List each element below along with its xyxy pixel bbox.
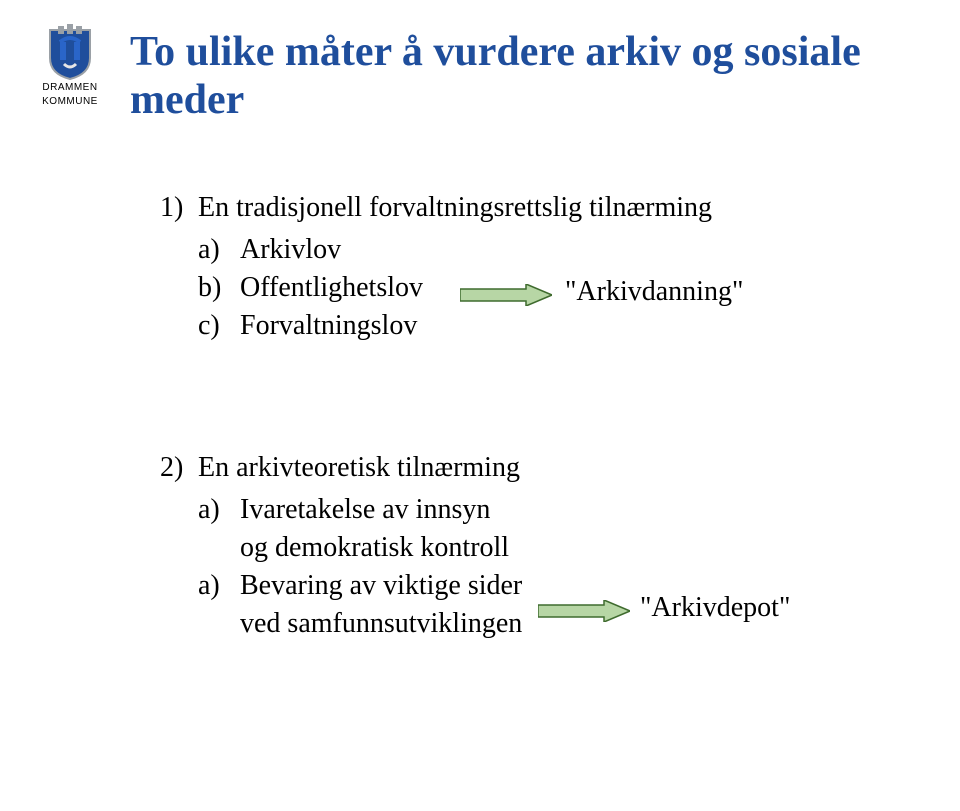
list-item: a)Bevaring av viktige sider (198, 570, 522, 602)
section-2: 2)En arkivteoretisk tilnærming a)Ivareta… (160, 452, 522, 640)
section-2-number: 2) (160, 452, 198, 484)
section-2-heading: En arkivteoretisk tilnærming (198, 452, 520, 483)
shield-icon (46, 24, 94, 80)
item-text: Ivaretakelse av innsyn (240, 494, 490, 525)
item-text: Arkivlov (240, 234, 341, 265)
item-text: Forvaltningslov (240, 310, 417, 341)
item-continuation: ved samfunnsutviklingen (240, 608, 522, 640)
logo-text-line1: DRAMMEN (34, 82, 106, 94)
logo: DRAMMEN KOMMUNE (34, 24, 106, 108)
annotation-2: "Arkivdepot" (640, 592, 790, 624)
arrow-icon (538, 600, 630, 622)
item-text: Bevaring av viktige sider (240, 570, 522, 601)
slide-title: To ulike måter å vurdere arkiv og sosial… (130, 28, 890, 125)
item-letter: b) (198, 272, 240, 304)
logo-text-line2: KOMMUNE (34, 96, 106, 108)
list-item: a)Arkivlov (198, 234, 712, 266)
list-item: c)Forvaltningslov (198, 310, 712, 342)
section-2-items: a)Ivaretakelse av innsyn og demokratisk … (198, 494, 522, 640)
item-text: Offentlighetslov (240, 272, 423, 303)
annotation-1: "Arkivdanning" (565, 276, 743, 308)
arrow-icon (460, 284, 552, 306)
section-1-number: 1) (160, 192, 198, 224)
item-letter: a) (198, 570, 240, 602)
item-letter: c) (198, 310, 240, 342)
item-letter: a) (198, 494, 240, 526)
section-1: 1)En tradisjonell forvaltningsrettslig t… (160, 192, 712, 342)
item-continuation: og demokratisk kontroll (240, 532, 522, 564)
item-letter: a) (198, 234, 240, 266)
section-1-heading: En tradisjonell forvaltningsrettslig til… (198, 192, 712, 223)
list-item: a)Ivaretakelse av innsyn (198, 494, 522, 526)
